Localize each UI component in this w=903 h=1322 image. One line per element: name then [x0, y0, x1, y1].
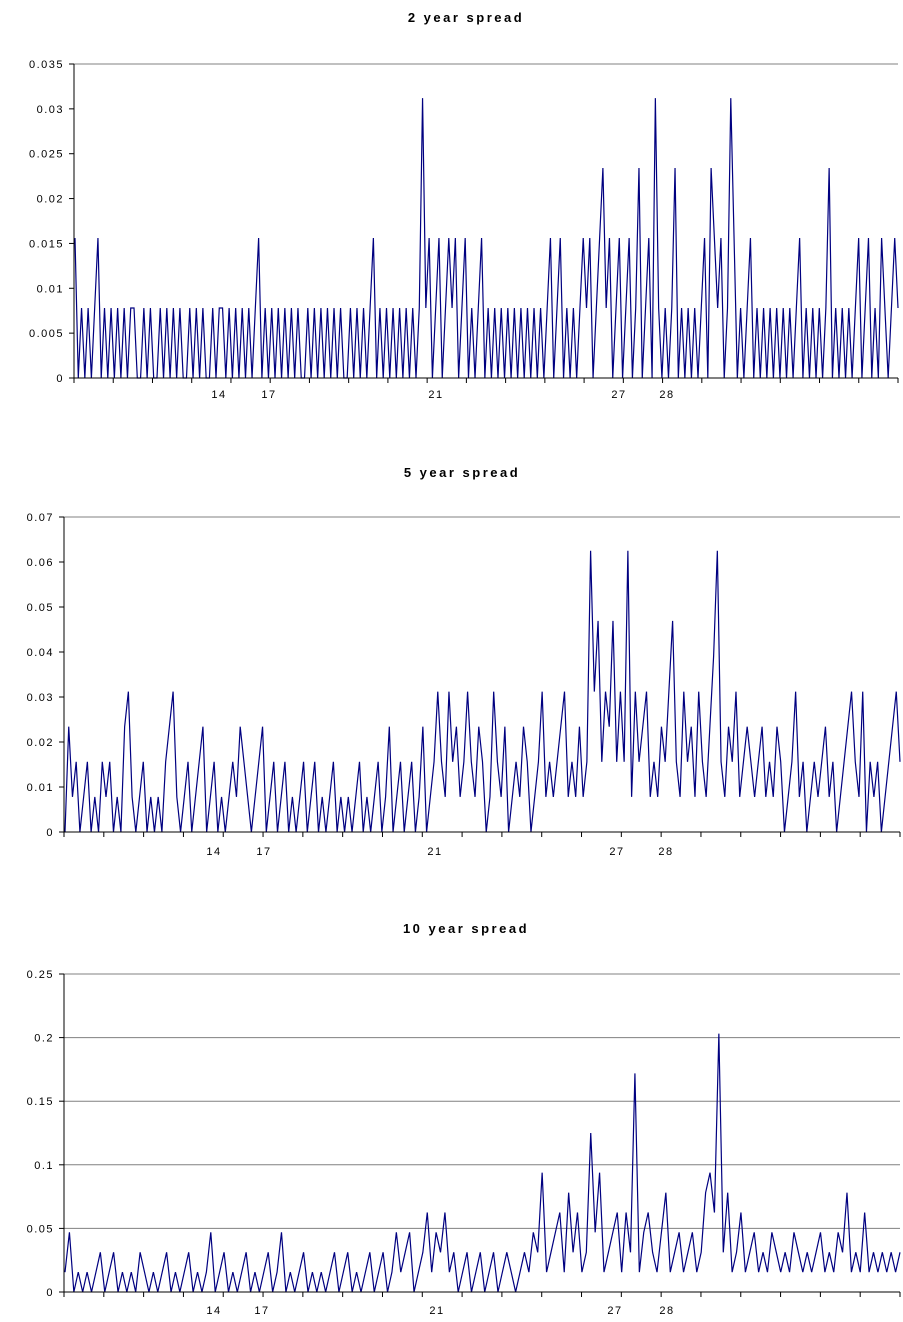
y-tick-label: 0.025: [29, 149, 64, 161]
series-group: [64, 1033, 901, 1293]
y-tick-label: 0.01: [27, 782, 54, 794]
y-tick-label: 0.04: [27, 647, 54, 659]
axes: [73, 64, 898, 379]
series-line: [64, 550, 901, 833]
y-tick-label: 0.02: [27, 737, 54, 749]
chart-title: 2 year spread: [408, 10, 524, 25]
y-tick-label: 0.05: [27, 602, 54, 614]
x-tick-label: 28: [658, 846, 673, 858]
axes: [63, 974, 900, 1293]
x-tick-label: 27: [607, 1305, 622, 1317]
y-tick-label: 0.015: [29, 238, 64, 250]
x-tick-label: 17: [261, 389, 276, 401]
y-tick-label: 0.03: [37, 104, 64, 116]
y-tick-label: 0.05: [27, 1223, 54, 1235]
y-tick-label: 0.03: [27, 692, 54, 704]
chart-5-year: 5 year spread 00.010.020.030.040.050.060…: [27, 465, 901, 858]
axes: [63, 517, 900, 833]
y-tick-label: 0.1: [34, 1160, 54, 1172]
y-tick-label: 0: [46, 1287, 54, 1299]
chart-10-year: 10 year spread 0 0.05 0.1 0.15 0.2 0.25 14 17 2…: [27, 921, 901, 1317]
x-tick-label: 14: [206, 846, 221, 858]
series-group: [74, 98, 899, 379]
x-tick-label: 17: [256, 846, 271, 858]
x-ticks: 14 17 21 27 28: [73, 378, 899, 401]
chart-title: 5 year spread: [404, 465, 520, 480]
x-ticks: 14 17 21 27 28: [63, 832, 901, 858]
x-tick-label: 28: [659, 1305, 674, 1317]
chart-2-year: 2 year spread 0 0.005 0.01 0.015 0.02 0.025 0.…: [29, 10, 899, 401]
y-tick-label: 0: [56, 373, 64, 385]
y-ticks: 0 0.005 0.01 0.015 0.02 0.025 0.03 0.035: [29, 59, 74, 385]
y-tick-label: 0.2: [34, 1033, 54, 1045]
y-tick-label: 0.25: [27, 969, 54, 981]
x-tick-label: 28: [659, 389, 674, 401]
x-tick-label: 21: [427, 846, 442, 858]
series-line: [74, 98, 899, 379]
y-tick-label: 0.01: [37, 283, 64, 295]
y-tick-label: 0.07: [27, 512, 54, 524]
x-tick-label: 17: [254, 1305, 269, 1317]
chart-title: 10 year spread: [403, 921, 529, 936]
y-ticks: 0 0.05 0.1 0.15 0.2 0.25: [27, 969, 64, 1299]
y-tick-label: 0.005: [29, 328, 64, 340]
x-tick-label: 27: [611, 389, 626, 401]
series-group: [64, 550, 901, 833]
series-line: [64, 1033, 901, 1293]
y-tick-label: 0: [46, 827, 54, 839]
gridlines: [64, 973, 900, 1229]
x-tick-label: 14: [206, 1305, 221, 1317]
y-tick-label: 0.035: [29, 59, 64, 71]
x-tick-label: 21: [428, 389, 443, 401]
y-ticks: 0 0.01 0.02 0.03 0.04 0.05 0.06 0.07: [27, 512, 64, 839]
x-tick-label: 14: [211, 389, 226, 401]
x-tick-label: 27: [609, 846, 624, 858]
x-tick-label: 21: [429, 1305, 444, 1317]
y-tick-label: 0.02: [37, 194, 64, 206]
y-tick-label: 0.15: [27, 1096, 54, 1108]
x-ticks: 14 17 21 27 28: [63, 1292, 901, 1317]
y-tick-label: 0.06: [27, 557, 54, 569]
